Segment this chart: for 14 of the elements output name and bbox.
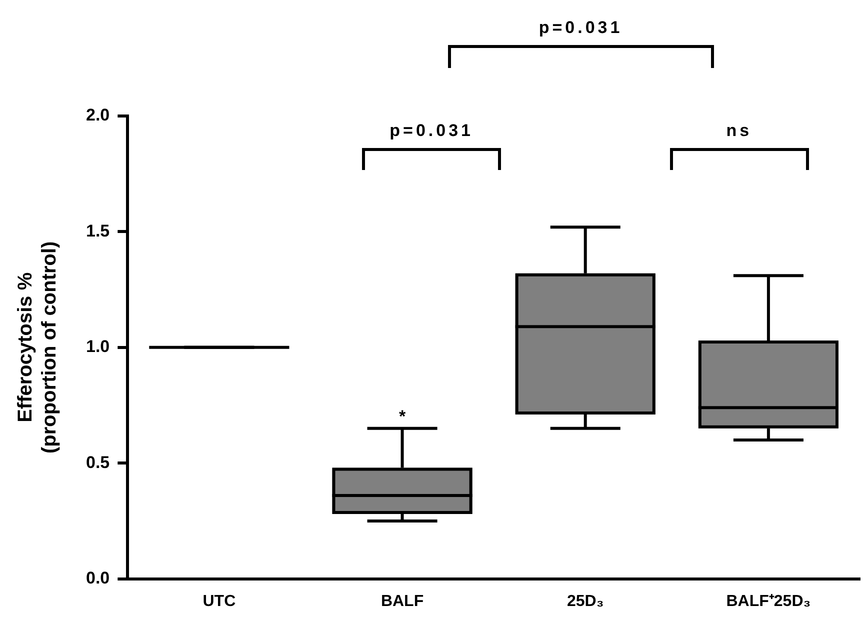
y-tick-label: 0.0 — [86, 568, 110, 588]
y-tick-label: 1.0 — [86, 337, 110, 356]
y-tick-label: 2.0 — [86, 106, 110, 125]
x-tick-label: BALF⁺25D₃ — [726, 592, 811, 610]
y-tick-label: 0.5 — [86, 452, 110, 472]
y-axis-title: Efferocytosis % (proportion of control) — [14, 241, 61, 454]
x-tick-label: BALF — [380, 592, 424, 610]
y-tick-label: 1.5 — [86, 221, 110, 240]
annotation: ns — [726, 121, 752, 140]
annotation: p=0.031 — [390, 121, 474, 140]
x-tick-label: 25D₃ — [566, 592, 604, 610]
annotation: * — [398, 407, 406, 426]
text: p=0.031 — [538, 18, 623, 37]
x-tick-label: UTC — [202, 592, 236, 610]
